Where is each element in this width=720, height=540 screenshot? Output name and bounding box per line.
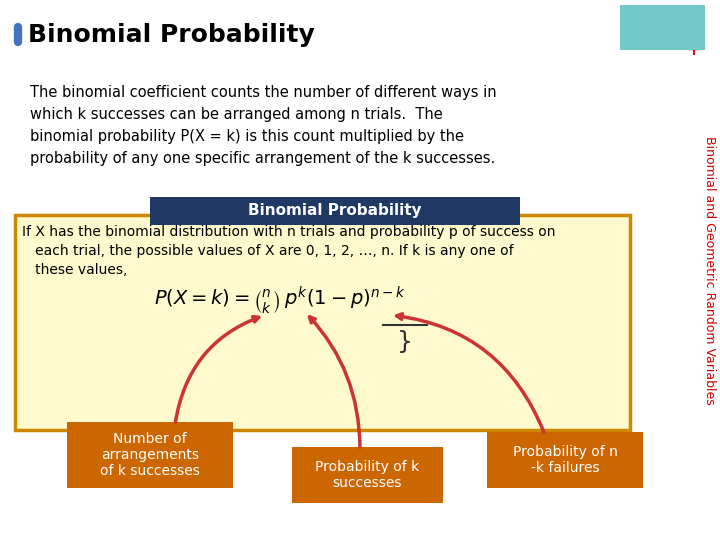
Text: If X has the binomial distribution with n trials and probability p of success on: If X has the binomial distribution with … [22,225,556,239]
FancyBboxPatch shape [150,197,520,225]
Text: Binomial Probability: Binomial Probability [248,204,422,219]
FancyBboxPatch shape [487,432,643,488]
Text: each trial, the possible values of X are 0, 1, 2, …, n. If k is any one of: each trial, the possible values of X are… [22,244,513,258]
FancyBboxPatch shape [15,215,630,430]
FancyBboxPatch shape [67,422,233,488]
Text: these values,: these values, [22,263,127,277]
Text: Binomial Probability: Binomial Probability [28,23,315,47]
Text: }: } [397,330,413,354]
Text: $P(X=k) = \binom{n}{k}\, p^k (1-p)^{n-k}$: $P(X=k) = \binom{n}{k}\, p^k (1-p)^{n-k}… [154,284,406,316]
FancyBboxPatch shape [620,5,705,50]
Text: Probability of n
-k failures: Probability of n -k failures [513,445,618,475]
Text: The binomial coefficient counts the number of different ways in: The binomial coefficient counts the numb… [30,85,497,100]
Text: Probability of k
successes: Probability of k successes [315,460,420,490]
Text: Number of
arrangements
of k successes: Number of arrangements of k successes [100,432,200,478]
FancyBboxPatch shape [292,447,443,503]
Text: binomial probability P(X = k) is this count multiplied by the: binomial probability P(X = k) is this co… [30,129,464,144]
Text: +: + [686,41,700,59]
Text: which k successes can be arranged among n trials.  The: which k successes can be arranged among … [30,107,443,122]
Text: probability of any one specific arrangement of the k successes.: probability of any one specific arrangem… [30,151,495,166]
Text: Binomial and Geometric Random Variables: Binomial and Geometric Random Variables [703,136,716,404]
